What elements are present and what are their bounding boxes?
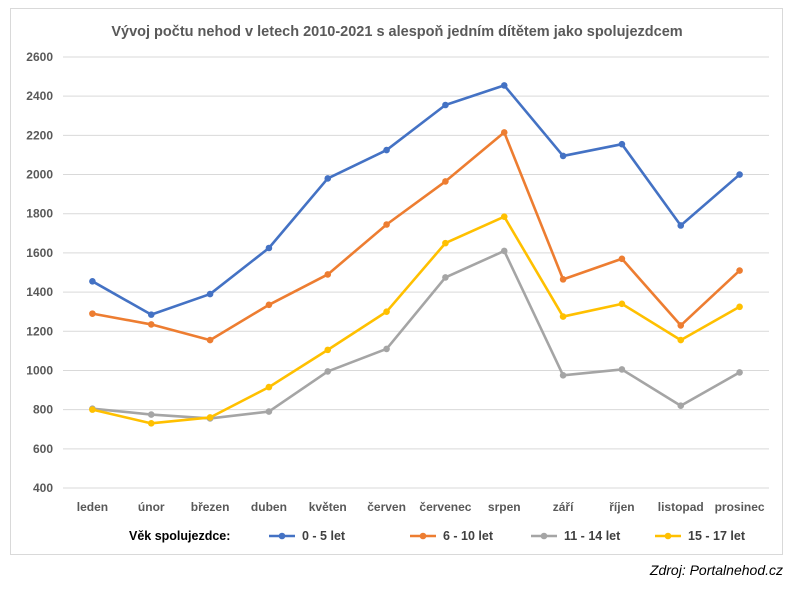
data-point	[500, 247, 508, 255]
series-1	[89, 82, 743, 318]
y-tick-label: 2200	[26, 128, 53, 142]
y-tick-label: 600	[33, 442, 53, 456]
legend: Věk spolujezdce: 0 - 5 let 6 - 10 let 11 -…	[129, 529, 746, 543]
legend-label: 6 - 10 let	[443, 529, 494, 543]
chart-title: Vývoj počtu nehod v letech 2010-2021 s a…	[111, 24, 682, 40]
legend-swatch-marker	[540, 532, 548, 540]
data-point	[618, 255, 626, 263]
series-line	[91, 84, 741, 316]
data-point	[265, 408, 273, 415]
gridlines	[63, 56, 769, 489]
legend-entry: 0 - 5 let	[269, 529, 346, 543]
x-axis-tick-labels: leden únor březen duben květen červen červenec…	[77, 500, 765, 514]
y-tick-label: 800	[33, 403, 53, 417]
data-point	[442, 274, 449, 281]
x-tick-label: červenec	[419, 500, 471, 514]
legend-swatch-marker	[278, 532, 286, 540]
data-point	[618, 140, 626, 148]
y-tick-label: 1200	[26, 324, 53, 338]
y-tick-label: 1600	[26, 246, 53, 260]
legend-label: 0 - 5 let	[302, 529, 346, 543]
data-point	[677, 402, 685, 410]
legend-title: Věk spolujezdce:	[129, 529, 230, 543]
data-point	[677, 336, 685, 344]
x-tick-label: duben	[251, 500, 287, 514]
data-point	[736, 303, 743, 311]
data-point	[618, 300, 626, 308]
data-point	[324, 368, 332, 375]
x-tick-label: únor	[138, 500, 165, 514]
data-point	[206, 290, 214, 298]
data-point	[265, 244, 273, 252]
data-point	[383, 146, 390, 154]
data-point	[677, 222, 685, 229]
y-tick-label: 1800	[26, 207, 53, 221]
data-point	[206, 414, 214, 421]
legend-swatch-marker	[419, 532, 427, 540]
x-tick-label: srpen	[488, 500, 521, 514]
data-point	[500, 129, 508, 136]
legend-label: 11 - 14 let	[564, 529, 621, 543]
data-point	[89, 278, 96, 285]
y-tick-label: 2600	[26, 50, 53, 64]
series-4	[89, 213, 743, 427]
data-point	[89, 406, 96, 413]
y-axis-tick-labels: 400 600 800 1000 1200 1400 1600 1800 2000 2200 240…	[26, 50, 53, 495]
data-point	[324, 271, 332, 278]
data-point	[442, 239, 449, 247]
data-point	[383, 221, 390, 228]
x-tick-label: květen	[309, 500, 347, 514]
y-tick-label: 1400	[26, 285, 53, 299]
x-tick-label: říjen	[609, 500, 634, 514]
data-point	[559, 313, 567, 320]
data-point	[442, 178, 449, 185]
data-point	[736, 267, 743, 274]
data-point	[265, 383, 273, 391]
y-tick-label: 2000	[26, 168, 53, 182]
data-point	[147, 311, 155, 318]
data-point	[206, 336, 214, 344]
data-point	[500, 82, 508, 89]
data-point	[559, 152, 567, 160]
series-line	[91, 131, 741, 342]
data-point	[559, 276, 567, 283]
y-tick-label: 1000	[26, 363, 53, 377]
data-point	[147, 420, 155, 427]
x-tick-label: březen	[191, 500, 230, 514]
x-tick-label: červen	[367, 500, 406, 514]
legend-entry: 15 - 17 let	[655, 529, 746, 543]
series-lines	[89, 82, 743, 427]
data-point	[677, 322, 685, 329]
x-tick-label: listopad	[658, 500, 704, 514]
data-point	[147, 411, 155, 418]
data-point	[147, 321, 155, 328]
data-point	[442, 101, 449, 109]
legend-entry: 11 - 14 let	[531, 529, 621, 543]
y-tick-label: 400	[33, 481, 53, 495]
data-point	[736, 171, 743, 178]
y-tick-label: 2400	[26, 89, 53, 103]
legend-entry: 6 - 10 let	[410, 529, 494, 543]
data-point	[618, 366, 626, 373]
data-point	[736, 369, 743, 376]
series-line	[91, 215, 741, 425]
data-point	[383, 308, 390, 315]
data-point	[324, 175, 332, 182]
data-point	[500, 213, 508, 220]
source-note: Zdroj: Portalnehod.cz	[649, 562, 783, 578]
legend-label: 15 - 17 let	[688, 529, 746, 543]
x-tick-label: leden	[77, 500, 108, 514]
chart-frame: Vývoj počtu nehod v letech 2010-2021 s a…	[10, 8, 783, 555]
series-2	[89, 129, 743, 344]
x-tick-label: prosinec	[715, 500, 765, 514]
line-chart: Vývoj počtu nehod v letech 2010-2021 s a…	[26, 24, 769, 543]
data-point	[559, 372, 567, 379]
data-point	[265, 301, 273, 309]
x-tick-label: září	[553, 500, 574, 514]
data-point	[383, 345, 390, 353]
data-point	[324, 346, 332, 354]
legend-swatch-marker	[664, 532, 672, 540]
data-point	[89, 310, 96, 317]
